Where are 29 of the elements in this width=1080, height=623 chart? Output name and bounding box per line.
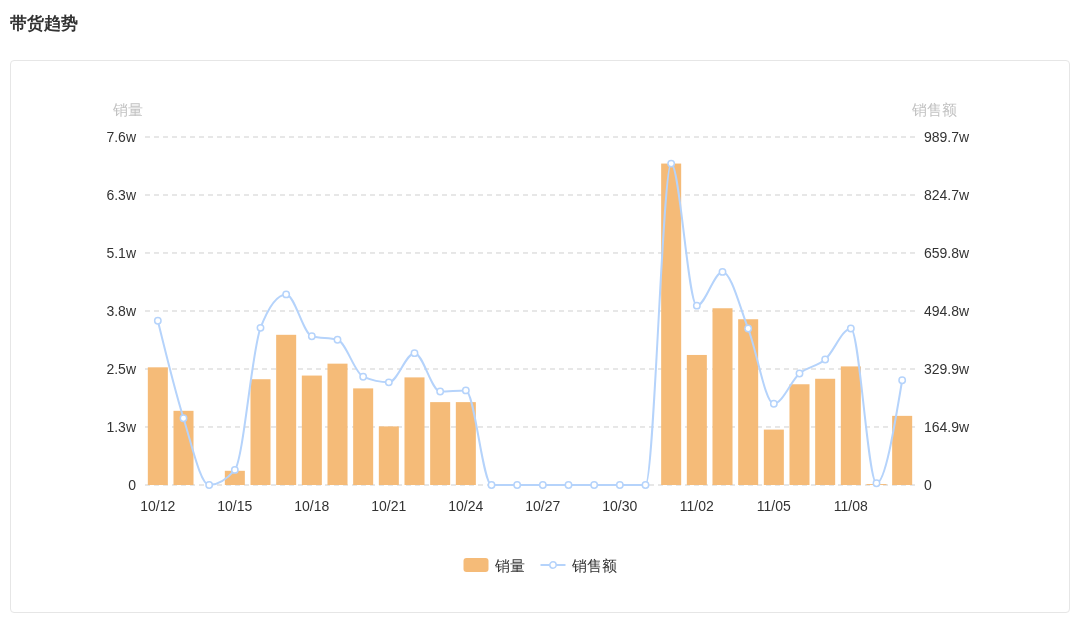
y2-tick-label: 659.8w [924, 245, 971, 261]
y2-tick-label: 494.8w [924, 303, 971, 319]
x-tick-label: 10/18 [294, 498, 330, 514]
x-tick-label: 10/21 [371, 498, 407, 514]
x-tick-label: 10/12 [140, 498, 176, 514]
x-tick-label: 10/27 [525, 498, 561, 514]
y-tick-label: 1.3w [106, 419, 137, 435]
y-axis-title: 销量 [112, 100, 143, 118]
x-tick-label: 10/30 [602, 498, 638, 514]
y-tick-label: 6.3w [106, 187, 137, 203]
y2-tick-label: 164.9w [924, 419, 971, 435]
x-tick-label: 10/24 [448, 498, 484, 514]
y-tick-label: 3.8w [106, 303, 137, 319]
x-tick-label: 11/05 [756, 498, 792, 514]
chart-title: 带货趋势 [10, 14, 78, 33]
legend-label: 销量 [493, 556, 525, 574]
y2-tick-label: 989.7w [924, 129, 971, 145]
y-tick-label: 7.6w [106, 129, 137, 145]
y-tick-label: 5.1w [106, 245, 137, 261]
y2-tick-label: 329.9w [924, 361, 971, 377]
y-tick-label: 0 [128, 477, 137, 493]
y-tick-label: 2.5w [106, 361, 137, 377]
y2-tick-label: 0 [924, 477, 932, 493]
y2-tick-label: 824.7w [924, 187, 971, 203]
x-tick-label: 11/08 [833, 498, 869, 514]
legend-label: 销售额 [570, 556, 617, 574]
x-tick-label: 11/02 [679, 498, 715, 514]
x-tick-label: 10/15 [217, 498, 253, 514]
y2-axis-title: 销售额 [910, 100, 957, 118]
